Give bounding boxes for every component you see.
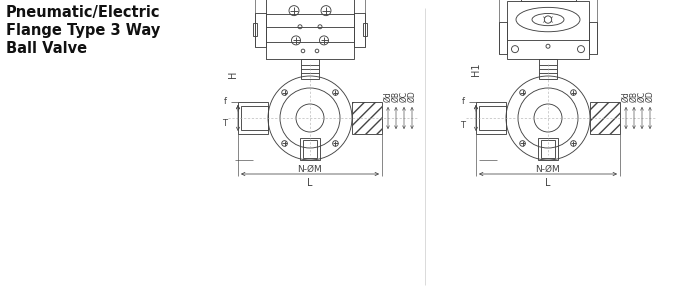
Text: H1: H1 (471, 62, 481, 76)
Bar (539, 59, 557, 79)
Text: L: L (307, 178, 313, 188)
Bar (352, 102, 382, 134)
Text: ØD: ØD (645, 90, 654, 102)
Bar (520, 0, 575, 1)
Bar (538, 138, 558, 160)
Text: ØC: ØC (400, 91, 409, 102)
Bar (476, 102, 506, 134)
Bar (300, 138, 320, 160)
Bar (479, 106, 506, 130)
Text: N-ØM: N-ØM (536, 165, 560, 174)
Text: Pneumatic/Electric: Pneumatic/Electric (6, 5, 160, 20)
Bar (541, 140, 555, 158)
Bar (354, 13, 365, 47)
Bar (301, 59, 319, 79)
Text: Ball Valve: Ball Valve (6, 41, 87, 56)
Text: f: f (224, 96, 227, 105)
Bar (238, 102, 268, 134)
Text: N-ØM: N-ØM (298, 165, 322, 174)
Text: ØD: ØD (407, 90, 416, 102)
Text: Ød: Ød (384, 91, 392, 102)
Bar (255, 13, 266, 47)
Bar (303, 140, 317, 158)
Text: L: L (545, 178, 551, 188)
Bar (363, 23, 367, 36)
Bar (499, 23, 507, 54)
Bar (266, 0, 354, 59)
Text: T: T (222, 120, 227, 129)
Bar (507, 1, 589, 59)
Bar (253, 23, 257, 36)
Bar (590, 102, 620, 134)
Text: T: T (460, 122, 465, 130)
Text: f: f (462, 96, 465, 105)
Text: ØB: ØB (630, 91, 639, 102)
Bar (589, 23, 597, 54)
Bar (352, 102, 382, 134)
Text: ØC: ØC (638, 91, 647, 102)
Bar (590, 102, 620, 134)
Text: Ød: Ød (622, 91, 630, 102)
Text: H: H (228, 71, 238, 78)
Bar (241, 106, 268, 130)
Text: Flange Type 3 Way: Flange Type 3 Way (6, 23, 160, 38)
Text: ØB: ØB (392, 91, 401, 102)
